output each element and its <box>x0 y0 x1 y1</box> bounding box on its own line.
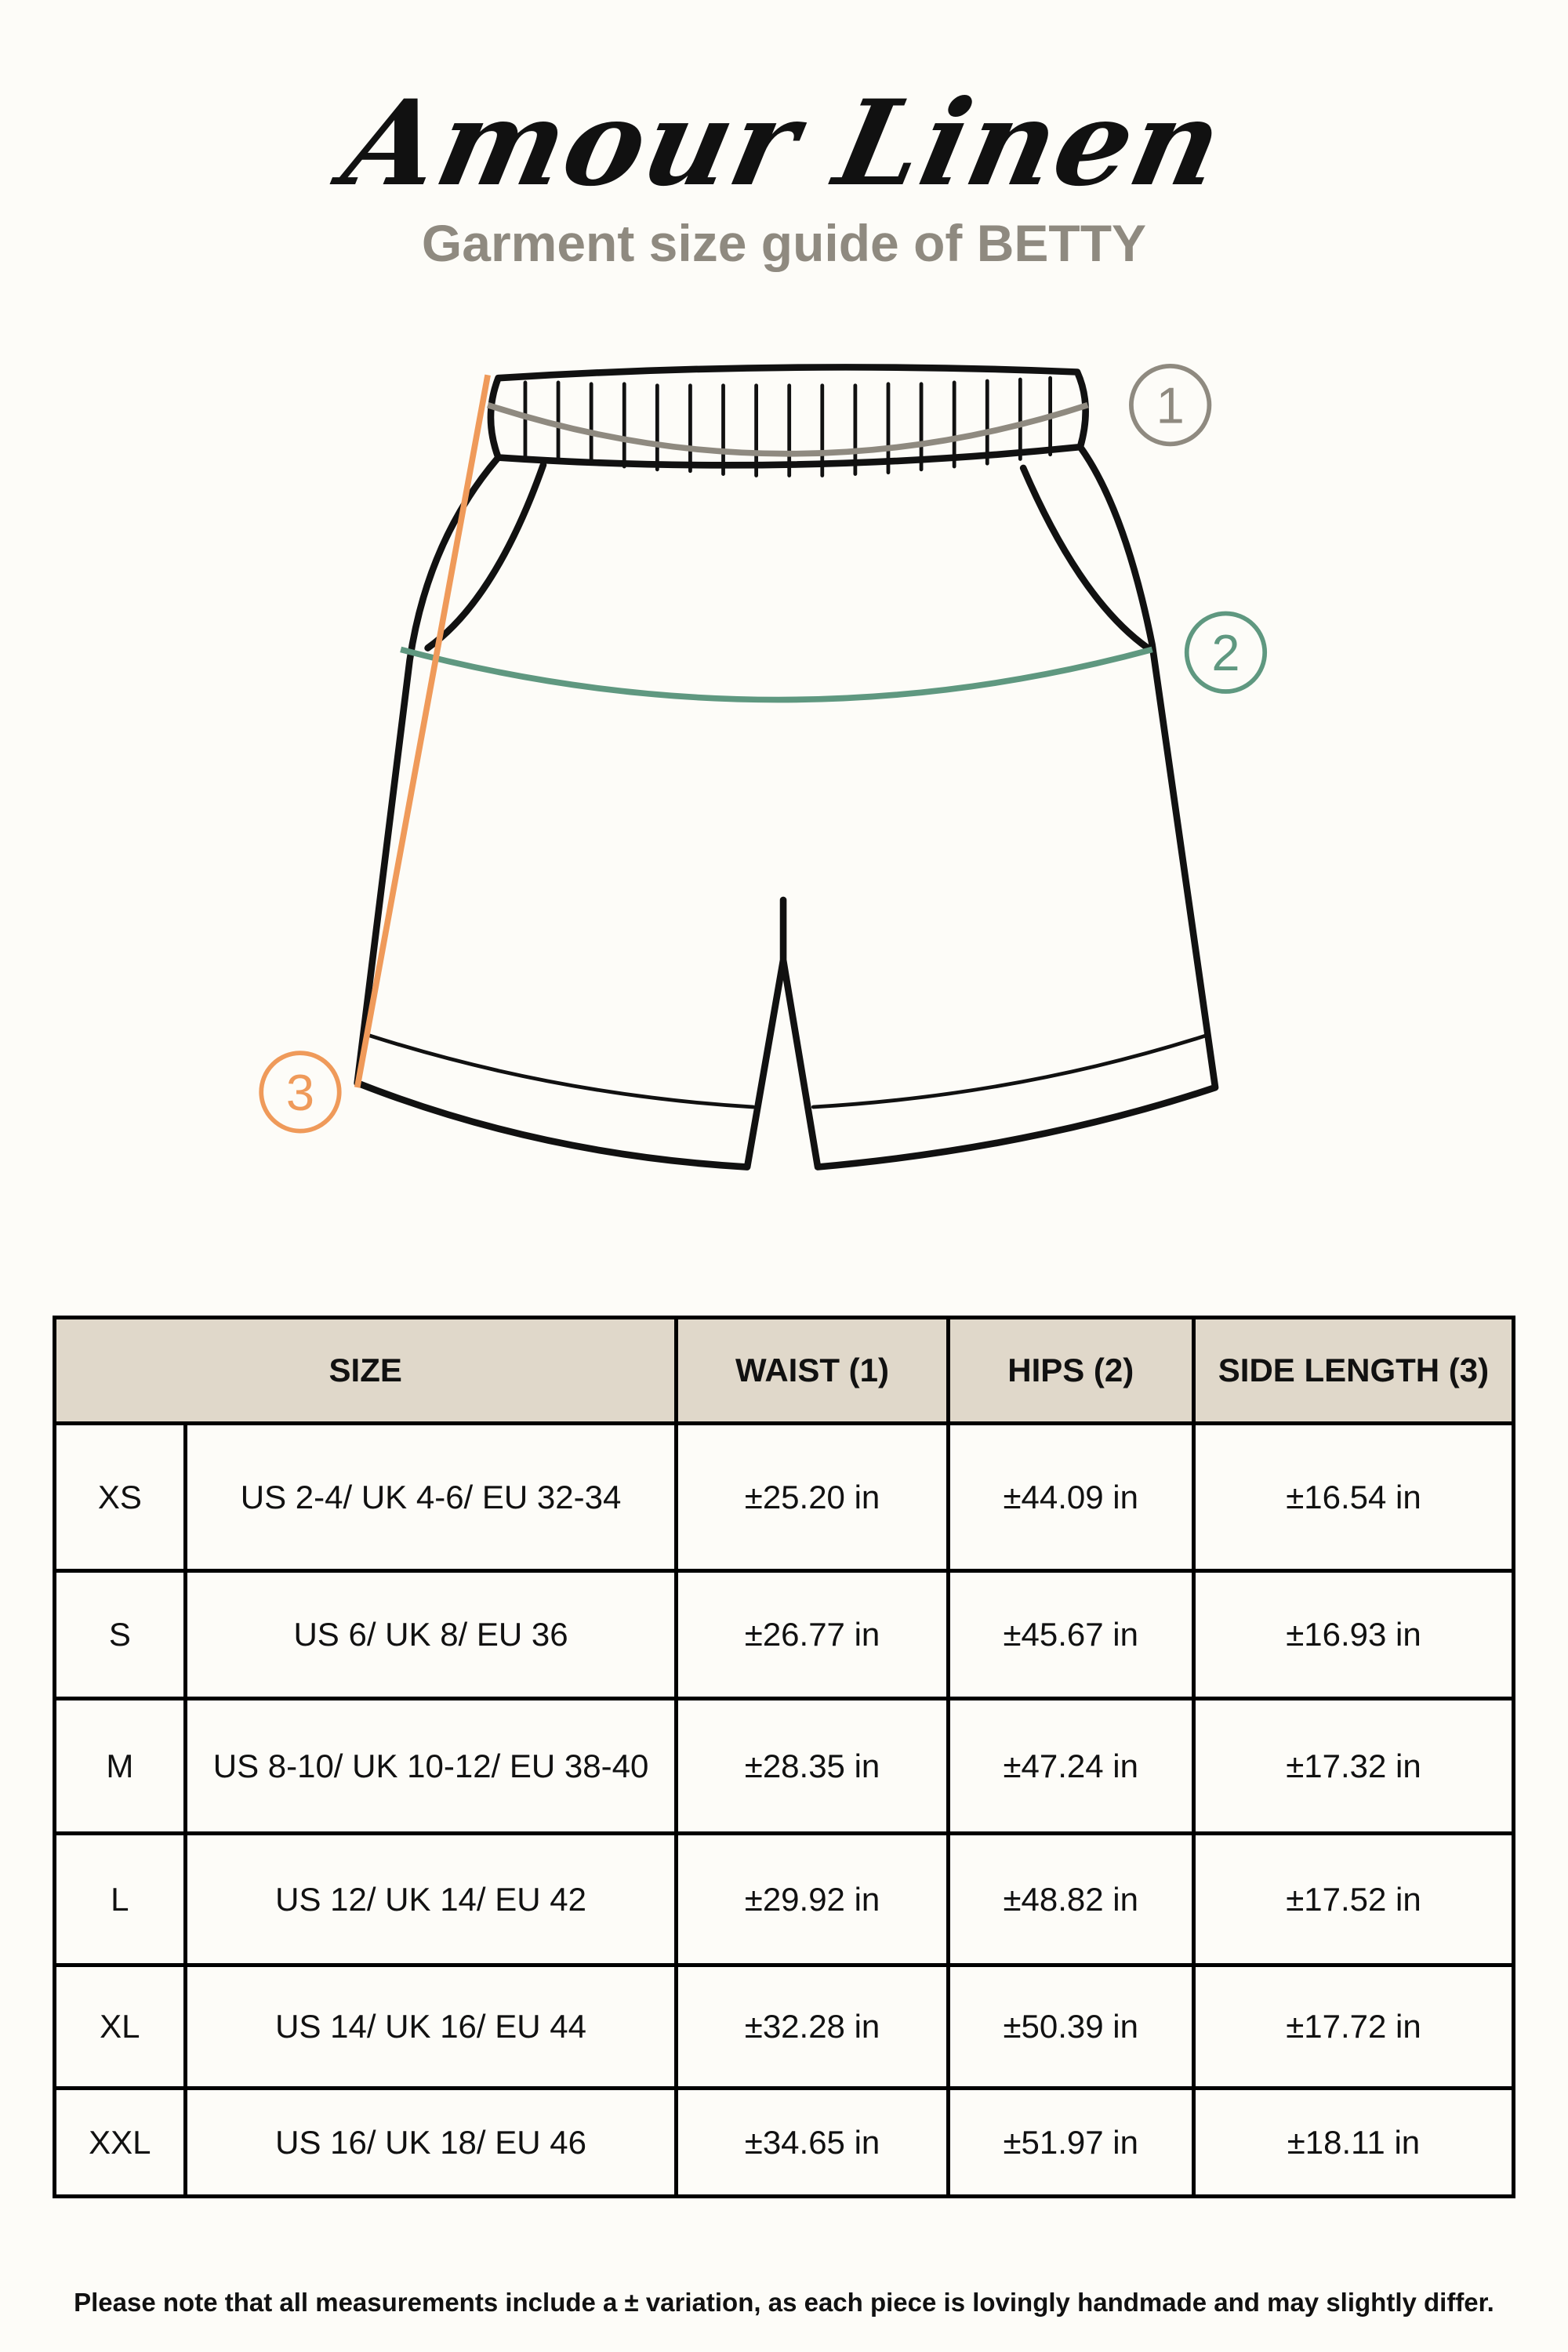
side-length-measure-line <box>354 374 491 1088</box>
table-row: XXL US 16/ UK 18/ EU 46 ±34.65 in ±51.97… <box>53 2086 1516 2198</box>
waist-cell: ±34.65 in <box>674 2086 950 2198</box>
table-row: S US 6/ UK 8/ EU 36 ±26.77 in ±45.67 in … <box>53 1569 1516 1700</box>
side-length-cell: ±17.52 in <box>1191 1831 1516 1967</box>
waist-cell: ±28.35 in <box>674 1697 950 1835</box>
hips-cell: ±47.24 in <box>946 1697 1196 1835</box>
size-table: SIZE WAIST (1) HIPS (2) SIDE LENGTH (3) … <box>52 1316 1516 2198</box>
hips-cell: ±51.97 in <box>946 2086 1196 2198</box>
waist-cell: ±32.28 in <box>674 1963 950 2090</box>
intl-size-cell: US 14/ UK 16/ EU 44 <box>183 1963 679 2090</box>
table-header-row: SIZE WAIST (1) HIPS (2) SIDE LENGTH (3) <box>52 1316 1516 1425</box>
size-cell: XL <box>53 1963 187 2090</box>
side-length-cell: ±18.11 in <box>1191 2086 1516 2198</box>
marker-3-label: 3 <box>286 1064 314 1121</box>
hips-cell: ±45.67 in <box>946 1569 1196 1700</box>
size-cell: XS <box>53 1421 187 1573</box>
footer-note: Please note that all measurements includ… <box>74 2288 1494 2317</box>
waist-cell: ±26.77 in <box>674 1569 950 1700</box>
side-length-cell: ±16.54 in <box>1191 1421 1516 1573</box>
waistband-pleats <box>523 376 1052 477</box>
waist-measure-line <box>486 401 1089 457</box>
hips-cell: ±44.09 in <box>946 1421 1196 1573</box>
table-row: XL US 14/ UK 16/ EU 44 ±32.28 in ±50.39 … <box>53 1963 1516 2090</box>
intl-size-cell: US 2-4/ UK 4-6/ EU 32-34 <box>183 1421 679 1573</box>
page-title: Garment size guide of BETTY <box>421 214 1147 272</box>
header-side-length: SIDE LENGTH (3) <box>1191 1316 1516 1425</box>
waist-cell: ±25.20 in <box>674 1421 950 1573</box>
waist-cell: ±29.92 in <box>674 1831 950 1967</box>
shorts-body <box>354 443 1219 1171</box>
header-hips: HIPS (2) <box>946 1316 1196 1425</box>
size-cell: XXL <box>53 2086 187 2198</box>
pocket-right <box>1019 464 1152 652</box>
table-row: XS US 2-4/ UK 4-6/ EU 32-34 ±25.20 in ±4… <box>53 1421 1516 1573</box>
hips-measure-line <box>400 646 1153 703</box>
hips-cell: ±48.82 in <box>946 1831 1196 1967</box>
hem-right <box>811 1033 1210 1109</box>
marker-1-label: 1 <box>1156 377 1185 434</box>
table-row: M US 8-10/ UK 10-12/ EU 38-40 ±28.35 in … <box>53 1697 1516 1835</box>
pocket-left <box>424 461 547 652</box>
header-waist: WAIST (1) <box>674 1316 950 1425</box>
header-size: SIZE <box>52 1316 679 1425</box>
marker-3-circle <box>259 1051 342 1134</box>
marker-2-label: 2 <box>1211 624 1240 681</box>
intl-size-cell: US 6/ UK 8/ EU 36 <box>183 1569 679 1700</box>
hem-left <box>365 1033 756 1109</box>
size-cell: S <box>53 1569 187 1700</box>
marker-2-circle <box>1184 611 1268 694</box>
side-length-cell: ±17.72 in <box>1191 1963 1516 2090</box>
marker-1-circle <box>1129 363 1212 447</box>
side-length-cell: ±17.32 in <box>1191 1697 1516 1835</box>
hips-cell: ±50.39 in <box>946 1963 1196 2090</box>
intl-size-cell: US 16/ UK 18/ EU 46 <box>183 2086 679 2198</box>
size-cell: L <box>53 1831 187 1967</box>
intl-size-cell: US 8-10/ UK 10-12/ EU 38-40 <box>183 1697 679 1835</box>
size-cell: M <box>53 1697 187 1835</box>
intl-size-cell: US 12/ UK 14/ EU 42 <box>183 1831 679 1967</box>
side-length-cell: ±16.93 in <box>1191 1569 1516 1700</box>
table-row: L US 12/ UK 14/ EU 42 ±29.92 in ±48.82 i… <box>53 1831 1516 1967</box>
